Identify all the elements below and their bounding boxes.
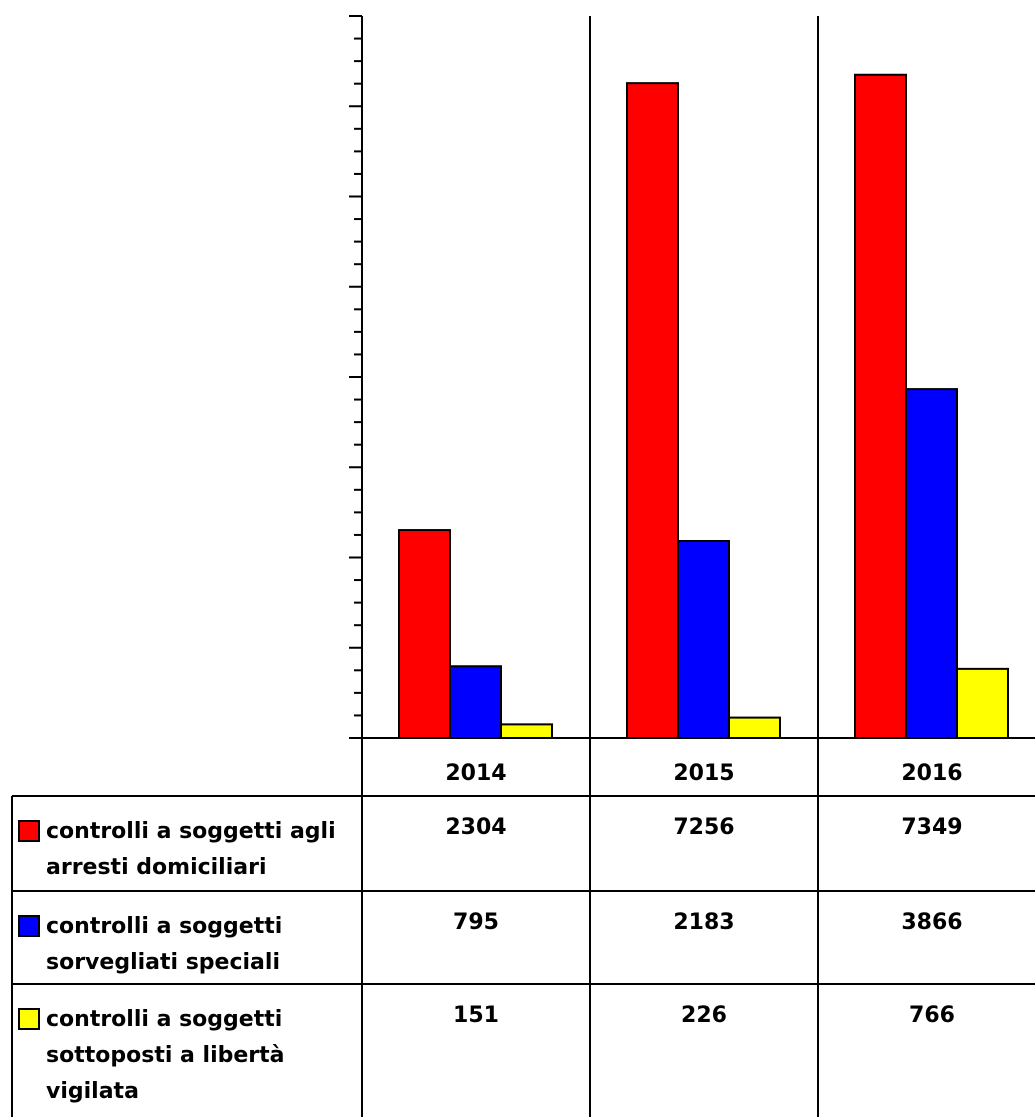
- legend-key: [18, 1008, 40, 1030]
- data-value: 2183: [673, 910, 734, 935]
- bar: [677, 539, 730, 739]
- series-label: controlli a soggetti: [46, 1007, 282, 1032]
- data-table: 2014 2015 2016 controlli a soggetti agli arr…: [11, 738, 1035, 1117]
- series-label: vigilata: [46, 1079, 139, 1104]
- bar: [905, 388, 958, 739]
- bar: [626, 82, 679, 739]
- data-value: 226: [681, 1003, 727, 1028]
- data-value: 795: [453, 910, 499, 935]
- series-label: sottoposti a libertà: [46, 1043, 285, 1068]
- data-value: 7256: [673, 815, 734, 840]
- series-label: sorvegliati speciali: [46, 950, 280, 975]
- bars-layer: [398, 73, 1009, 740]
- data-value: 2304: [445, 815, 506, 840]
- bar: [500, 723, 553, 740]
- legend-key: [18, 820, 40, 842]
- bar: [728, 716, 781, 740]
- data-value: 7349: [901, 815, 962, 840]
- legend-key: [18, 915, 40, 937]
- data-value: 151: [453, 1003, 499, 1028]
- series-label: controlli a soggetti: [46, 914, 282, 939]
- bar: [854, 73, 907, 739]
- bar: [956, 667, 1009, 740]
- data-value: 766: [909, 1003, 955, 1028]
- bar: [449, 665, 502, 739]
- category-label: 2015: [673, 761, 734, 786]
- category-label: 2014: [445, 761, 506, 786]
- series-label: controlli a soggetti agli: [46, 819, 336, 844]
- value-axis: [349, 15, 1035, 739]
- series-label: arresti domiciliari: [46, 855, 267, 880]
- bar: [398, 529, 451, 740]
- category-label: 2016: [901, 761, 962, 786]
- data-value: 3866: [901, 910, 962, 935]
